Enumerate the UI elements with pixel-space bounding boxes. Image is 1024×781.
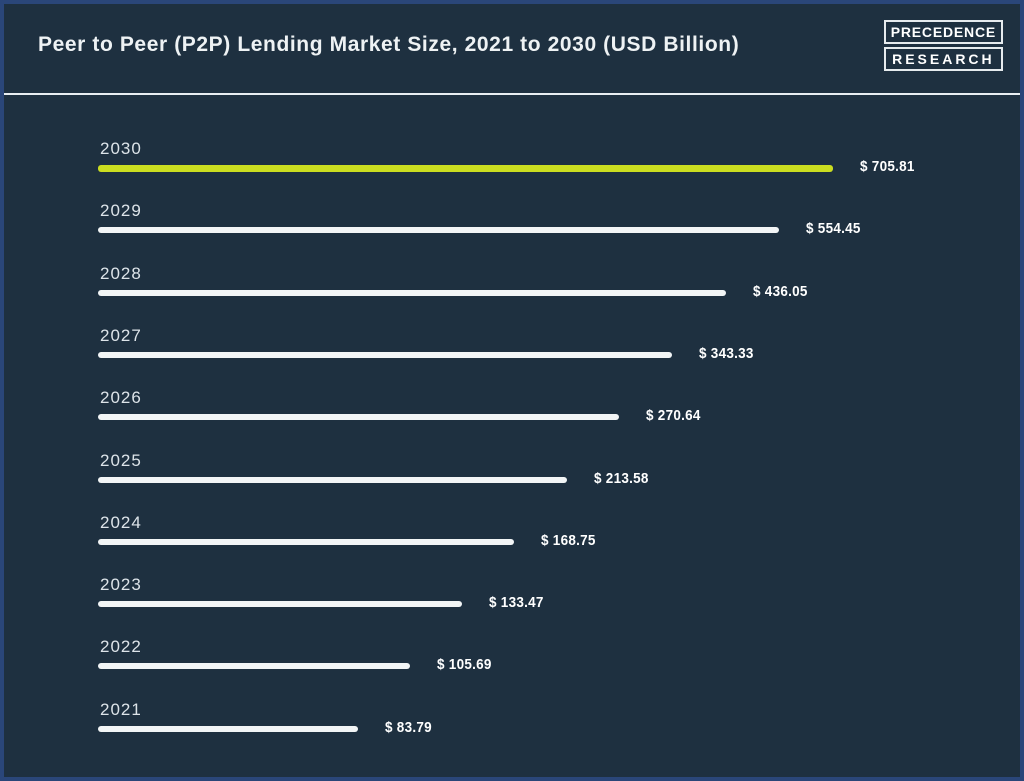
- value-label: $ 343.33: [699, 345, 754, 362]
- chart-row: 2030 $ 705.81: [4, 140, 1020, 202]
- bar: [98, 414, 619, 420]
- chart-row: 2028 $ 436.05: [4, 265, 1020, 327]
- chart-row: 2022 $ 105.69: [4, 638, 1020, 700]
- chart-row: 2027 $ 343.33: [4, 327, 1020, 389]
- bar: [98, 477, 567, 483]
- year-label: 2025: [100, 451, 142, 470]
- year-label: 2021: [100, 700, 142, 719]
- value-label: $ 270.64: [646, 407, 701, 424]
- bar-chart: 2030 $ 705.81 2029 $ 554.45 2028 $ 436.05 2027…: [4, 4, 1020, 777]
- value-label: $ 168.75: [541, 532, 596, 549]
- bar: [98, 352, 672, 358]
- year-label: 2024: [100, 513, 142, 532]
- chart-title: Peer to Peer (P2P) Lending Market Size, …: [38, 33, 740, 56]
- bar: [98, 663, 410, 669]
- bar: [98, 726, 358, 732]
- chart-row: 2025 $ 213.58: [4, 452, 1020, 514]
- year-label: 2023: [100, 575, 142, 594]
- bar: [98, 601, 462, 607]
- bar: [98, 539, 514, 545]
- value-label: $ 436.05: [753, 283, 808, 300]
- value-label: $ 554.45: [806, 220, 861, 237]
- chart-row: 2024 $ 168.75: [4, 514, 1020, 576]
- year-label: 2030: [100, 139, 142, 158]
- value-label: $ 133.47: [489, 594, 544, 611]
- value-label: $ 705.81: [860, 158, 915, 175]
- bar: [98, 227, 779, 233]
- logo-line-research: RESEARCH: [883, 47, 1003, 71]
- precedence-research-logo: PRECEDENCE RESEARCH: [883, 20, 1003, 71]
- year-label: 2027: [100, 326, 142, 345]
- value-label: $ 83.79: [385, 719, 432, 736]
- bar: [98, 290, 726, 296]
- value-label: $ 105.69: [437, 656, 492, 673]
- year-label: 2029: [100, 201, 142, 220]
- year-label: 2022: [100, 637, 142, 656]
- chart-row: 2026 $ 270.64: [4, 389, 1020, 451]
- chart-row: 2023 $ 133.47: [4, 576, 1020, 638]
- year-label: 2028: [100, 264, 142, 283]
- title-divider: [4, 93, 1020, 95]
- value-label: $ 213.58: [594, 470, 649, 487]
- bar-highlight: [98, 165, 833, 172]
- chart-row: 2029 $ 554.45: [4, 202, 1020, 264]
- chart-row: 2021 $ 83.79: [4, 701, 1020, 763]
- logo-line-precedence: PRECEDENCE: [883, 20, 1003, 44]
- year-label: 2026: [100, 388, 142, 407]
